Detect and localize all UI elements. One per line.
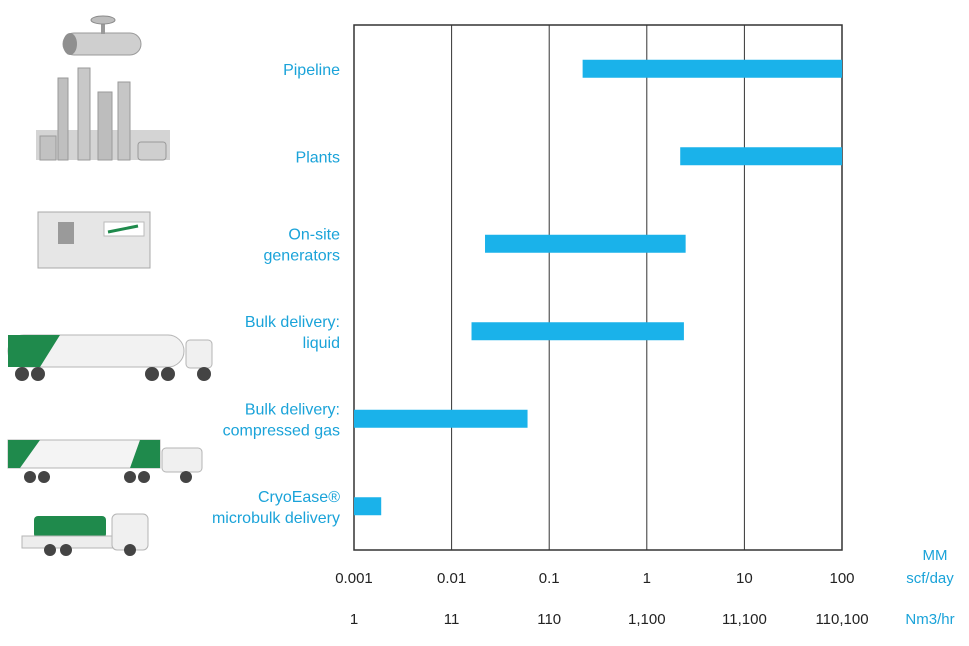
range-bar bbox=[354, 409, 528, 428]
plot-frame bbox=[353, 24, 843, 551]
range-bar bbox=[485, 234, 686, 253]
category-label: compressed gas bbox=[223, 422, 340, 439]
bars bbox=[354, 59, 842, 516]
secondary-x-tick-label: 11 bbox=[444, 611, 460, 628]
range-bar bbox=[471, 322, 684, 341]
x-tick-label: 0.1 bbox=[539, 570, 560, 587]
secondary-x-tick-label: 110 bbox=[537, 611, 561, 628]
x-tick-label: 1 bbox=[643, 570, 651, 587]
secondary-x-tick-label: 1 bbox=[350, 611, 358, 628]
x-tick-label: 10 bbox=[736, 570, 753, 587]
range-bar bbox=[354, 497, 382, 516]
category-labels: Pipeline Plants On-site generators Bulk deli… bbox=[212, 62, 340, 527]
plant-icon bbox=[36, 67, 170, 161]
category-label: CryoEase® bbox=[258, 489, 340, 506]
onsite-generator-icon bbox=[37, 211, 151, 269]
tube-trailer-truck-icon bbox=[7, 439, 203, 483]
secondary-x-tick-label: 110,100 bbox=[815, 611, 868, 628]
x-axis-label-line2: scf/day bbox=[906, 570, 954, 587]
x-tick-label: 0.01 bbox=[437, 570, 466, 587]
plot-area bbox=[353, 24, 843, 551]
pipeline-icon bbox=[62, 15, 142, 56]
range-bar bbox=[582, 59, 842, 78]
category-label: Bulk delivery: bbox=[245, 401, 340, 418]
x-tick-label: 0.001 bbox=[335, 570, 373, 587]
gridlines bbox=[451, 25, 745, 550]
category-label: Plants bbox=[296, 149, 340, 166]
category-label: liquid bbox=[303, 335, 340, 352]
liquid-tanker-truck-icon bbox=[7, 334, 213, 381]
category-label: On-site bbox=[288, 226, 340, 243]
x-axis-label-line1: MM bbox=[923, 547, 948, 564]
secondary-x-axis-ticks: 1 11 110 1,100 11,100 110,100 bbox=[350, 611, 869, 628]
category-label: Bulk delivery: bbox=[245, 314, 340, 331]
category-label: Pipeline bbox=[283, 62, 340, 79]
x-tick-label: 100 bbox=[829, 570, 854, 587]
secondary-x-axis-label: Nm3/hr bbox=[905, 611, 954, 628]
range-bar bbox=[680, 147, 842, 166]
secondary-x-tick-label: 11,100 bbox=[722, 611, 767, 628]
category-label: generators bbox=[264, 247, 341, 264]
secondary-x-tick-label: 1,100 bbox=[628, 611, 666, 628]
category-label: microbulk delivery bbox=[212, 510, 340, 527]
x-axis-ticks: 0.001 0.01 0.1 1 10 100 bbox=[335, 570, 854, 587]
microbulk-truck-icon bbox=[21, 513, 149, 556]
